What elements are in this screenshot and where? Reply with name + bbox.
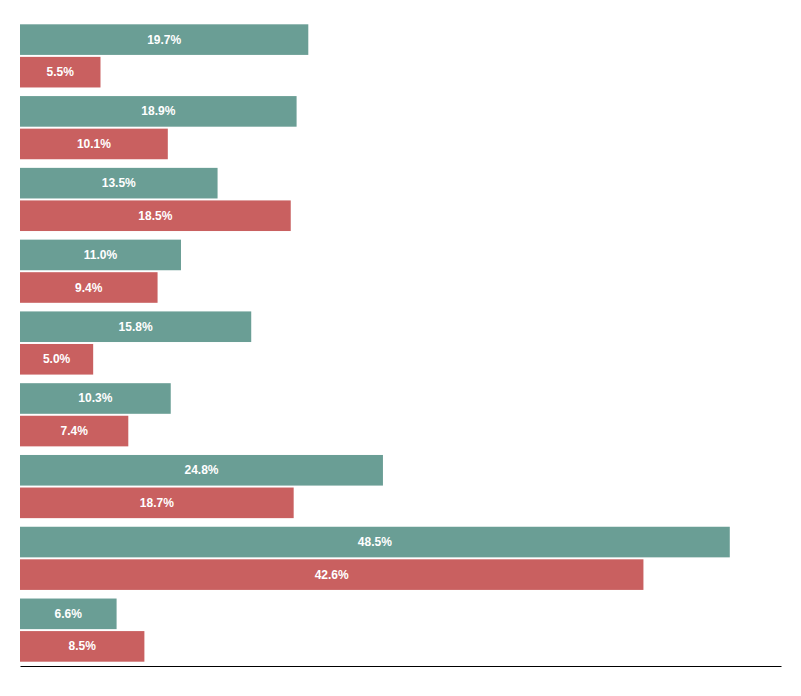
data-label: 9.4% [75, 281, 103, 295]
bar [20, 168, 218, 199]
data-label: 15.8% [119, 320, 153, 334]
plot: 19.7% 18.9% 13.5% 11.0% 15.8% 10.3% 24.8% 48.5%… [20, 24, 782, 666]
data-label: 6.6% [55, 607, 83, 621]
data-label: 18.7% [140, 496, 174, 510]
bars [20, 24, 730, 661]
data-label: 18.9% [141, 104, 175, 118]
bar [20, 200, 291, 231]
bar [20, 416, 128, 447]
data-label: 19.7% [147, 33, 181, 47]
data-label: 13.5% [102, 176, 136, 190]
data-label: 10.1% [77, 137, 111, 151]
bar [20, 96, 297, 127]
data-label: 8.5% [69, 639, 97, 653]
data-label: 7.4% [60, 424, 88, 438]
bar [20, 383, 171, 414]
data-label: 24.8% [184, 463, 218, 477]
chart: 19.7% 18.9% 13.5% 11.0% 15.8% 10.3% 24.8% 48.5%… [0, 0, 801, 696]
bar [20, 527, 730, 558]
bar [20, 488, 294, 519]
data-label: 5.0% [43, 352, 71, 366]
bar [20, 599, 117, 630]
data-labels: 19.7% 18.9% 13.5% 11.0% 15.8% 10.3% 24.8% 48.5%… [43, 33, 392, 654]
data-label: 11.0% [84, 248, 118, 262]
data-label: 42.6% [315, 568, 349, 582]
bar [20, 272, 158, 303]
bar [20, 631, 144, 662]
data-label: 48.5% [358, 535, 392, 549]
bar [20, 24, 308, 55]
bar [20, 344, 93, 375]
bar [20, 455, 383, 486]
x-axis [21, 666, 782, 667]
bar [20, 311, 251, 342]
bar [20, 559, 643, 590]
data-label: 5.5% [47, 65, 75, 79]
bar [20, 240, 181, 271]
data-label: 10.3% [78, 391, 112, 405]
bar [20, 129, 168, 160]
bar [20, 57, 100, 88]
data-label: 18.5% [138, 209, 172, 223]
x-axis-line [21, 666, 782, 667]
